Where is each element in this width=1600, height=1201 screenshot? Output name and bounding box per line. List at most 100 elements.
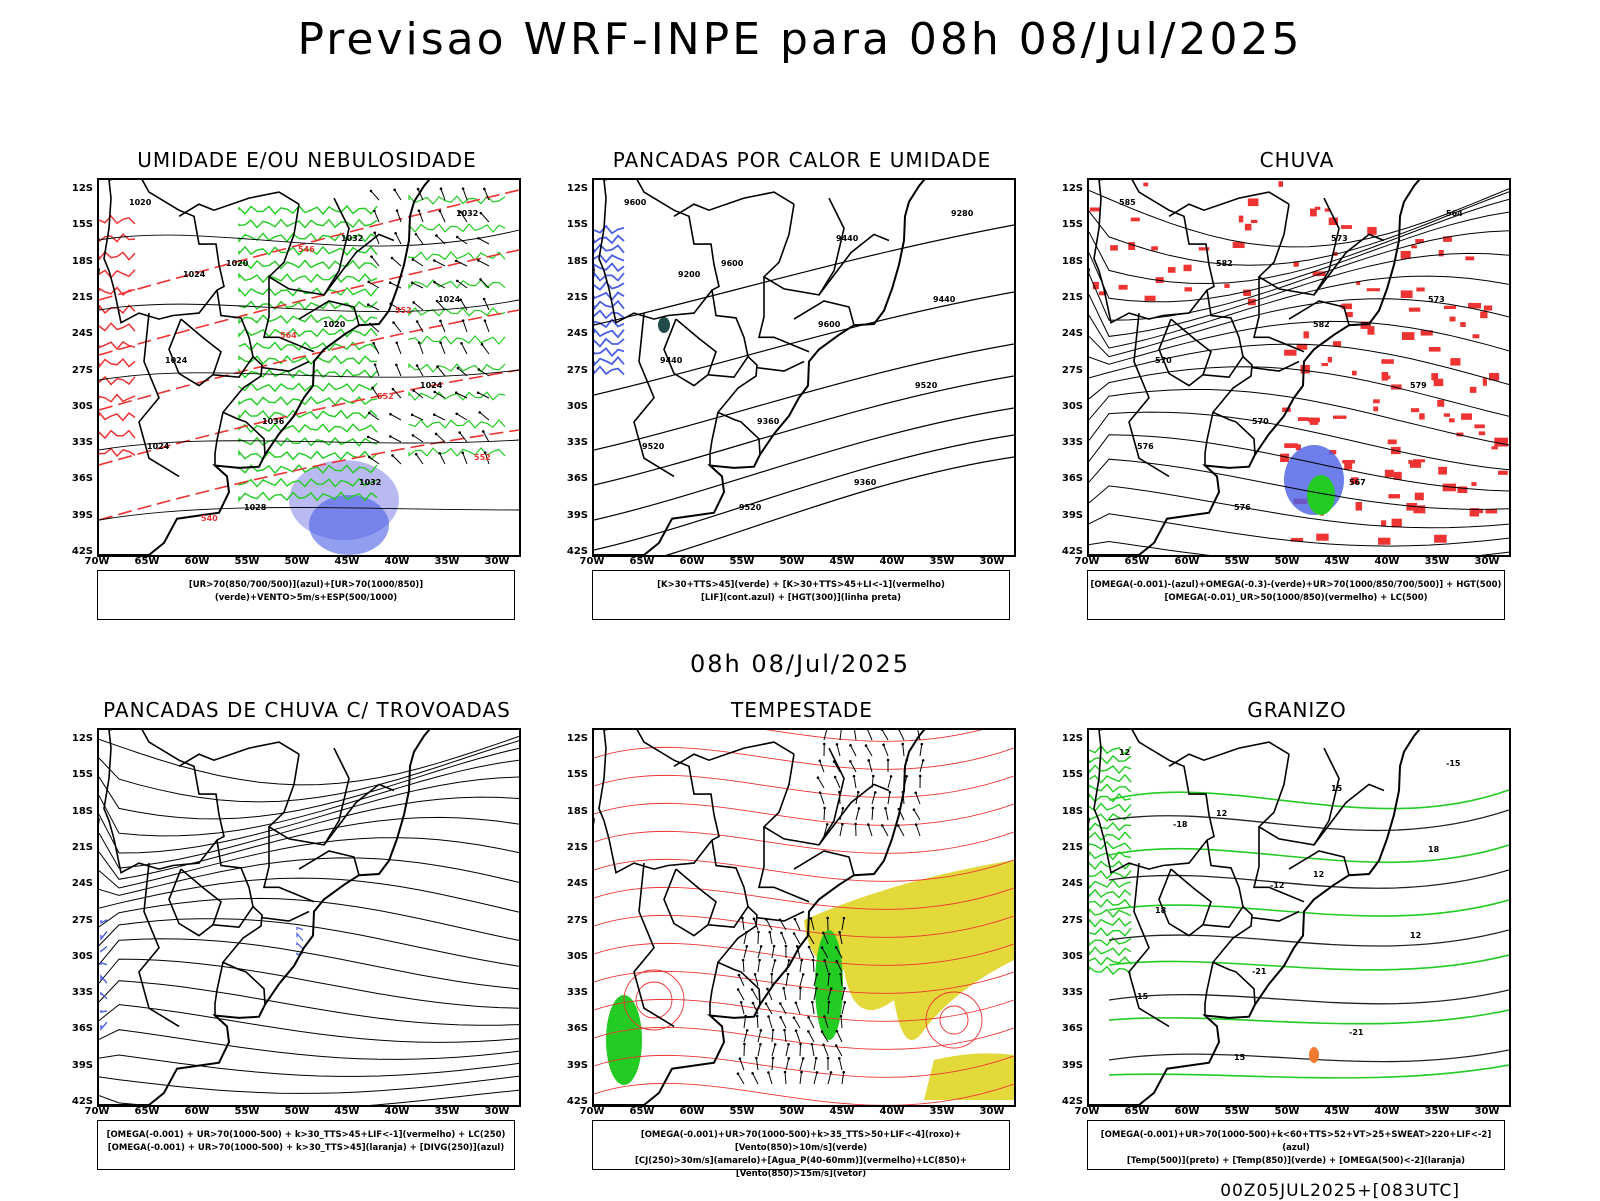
lon-label: 30W bbox=[480, 1106, 514, 1117]
lat-label: 39S bbox=[1049, 510, 1083, 521]
contour-label: 1020 bbox=[323, 320, 346, 329]
contour-label: 18 bbox=[1155, 906, 1167, 915]
map-canvas-pancadas_calor: 9600960096009520952095209440944094409360… bbox=[594, 180, 1014, 555]
lon-label: 45W bbox=[825, 1106, 859, 1117]
lon-label: 50W bbox=[1270, 1106, 1304, 1117]
lon-label: 40W bbox=[1370, 556, 1404, 567]
legend-umidade: [UR>70(850/700/500)](azul)+[UR>70(1000/8… bbox=[97, 570, 515, 620]
map-chuva: 585582582579576576573573570570567564 bbox=[1087, 178, 1511, 557]
lat-label: 15S bbox=[554, 219, 588, 230]
lat-label: 33S bbox=[59, 437, 93, 448]
legend-line: [OMEGA(-0.001)+UR>70(1000-500)+k>35_TTS>… bbox=[593, 1129, 1009, 1155]
legend-granizo: [OMEGA(-0.001)+UR>70(1000-500)+k<60+TTS>… bbox=[1087, 1120, 1505, 1170]
contour-label: 552 bbox=[474, 453, 491, 462]
lat-label: 39S bbox=[59, 1060, 93, 1071]
lat-label: 30S bbox=[554, 951, 588, 962]
contour-label: 564 bbox=[1446, 209, 1463, 218]
lat-label: 30S bbox=[59, 951, 93, 962]
contour-label: 552 bbox=[395, 306, 412, 315]
contour-label: 1024 bbox=[420, 381, 443, 390]
contour-label: 9520 bbox=[915, 381, 938, 390]
lat-label: 33S bbox=[1049, 437, 1083, 448]
legend-line: [OMEGA(-0.001)-(azul)+OMEGA(-0.3)-(verde… bbox=[1088, 579, 1504, 592]
legend-trovoadas: [OMEGA(-0.001) + UR>70(1000-500) + k>30_… bbox=[97, 1120, 515, 1170]
lat-label: 27S bbox=[59, 915, 93, 926]
contour-label: 1024 bbox=[438, 295, 461, 304]
lat-label: 27S bbox=[554, 915, 588, 926]
contour-label: 9600 bbox=[624, 198, 647, 207]
lon-label: 40W bbox=[875, 1106, 909, 1117]
panel-title-pancadas_calor: PANCADAS POR CALOR E UMIDADE bbox=[552, 148, 1052, 172]
page-title: Previsao WRF-INPE para 08h 08/Jul/2025 bbox=[0, 14, 1600, 65]
map-canvas-chuva: 585582582579576576573573570570567564 bbox=[1089, 180, 1509, 555]
contour-label: 1020 bbox=[129, 198, 152, 207]
lat-label: 24S bbox=[1049, 878, 1083, 889]
contour-label: 12 bbox=[1313, 870, 1324, 879]
lat-label: 33S bbox=[1049, 987, 1083, 998]
lon-label: 40W bbox=[875, 556, 909, 567]
lon-label: 35W bbox=[1420, 1106, 1454, 1117]
lat-label: 24S bbox=[554, 878, 588, 889]
run-timestamp: 00Z05JUL2025+[083UTC] bbox=[1220, 1181, 1460, 1201]
lat-label: 12S bbox=[59, 183, 93, 194]
lon-label: 70W bbox=[80, 1106, 114, 1117]
contour-label: 15 bbox=[1234, 1053, 1246, 1062]
lat-label: 12S bbox=[554, 733, 588, 744]
contour-label: 9440 bbox=[836, 234, 859, 243]
lon-label: 50W bbox=[280, 1106, 314, 1117]
contour-label: 546 bbox=[298, 245, 315, 254]
lon-label: 40W bbox=[380, 1106, 414, 1117]
lat-label: 39S bbox=[1049, 1060, 1083, 1071]
lat-label: 12S bbox=[59, 733, 93, 744]
lat-label: 12S bbox=[1049, 183, 1083, 194]
contour-label: -15 bbox=[1446, 759, 1461, 768]
lat-label: 30S bbox=[1049, 951, 1083, 962]
lon-label: 30W bbox=[1470, 556, 1504, 567]
legend-line: [OMEGA(-0.001) + UR>70(1000-500) + k>30_… bbox=[98, 1142, 514, 1155]
contour-label: 1032 bbox=[359, 478, 381, 487]
contour-label: 12 bbox=[1410, 931, 1421, 940]
contour-label: 573 bbox=[1331, 234, 1348, 243]
lat-label: 39S bbox=[554, 1060, 588, 1071]
contour-label: 18 bbox=[1428, 845, 1440, 854]
contour-label: 9280 bbox=[951, 209, 974, 218]
map-trovoadas bbox=[97, 728, 521, 1107]
legend-line: [CJ(250)>30m/s](amarelo)+[Agua_P(40-60mm… bbox=[593, 1155, 1009, 1181]
lon-label: 45W bbox=[330, 556, 364, 567]
contour-label: 576 bbox=[1137, 442, 1154, 451]
map-canvas-trovoadas bbox=[99, 730, 519, 1105]
panel-title-trovoadas: PANCADAS DE CHUVA C/ TROVOADAS bbox=[57, 698, 557, 722]
contour-label: 579 bbox=[1410, 381, 1427, 390]
lat-label: 33S bbox=[554, 437, 588, 448]
lon-label: 45W bbox=[330, 1106, 364, 1117]
legend-line: [OMEGA(-0.01)_UR>50(1000/850)(vermelho) … bbox=[1088, 592, 1504, 605]
lat-label: 27S bbox=[1049, 915, 1083, 926]
contour-label: 570 bbox=[1252, 417, 1269, 426]
contour-label: 15 bbox=[1331, 784, 1343, 793]
lon-label: 60W bbox=[1170, 556, 1204, 567]
lon-label: 30W bbox=[975, 556, 1009, 567]
lon-label: 40W bbox=[380, 556, 414, 567]
contour-label: 1032 bbox=[341, 234, 363, 243]
lon-label: 50W bbox=[1270, 556, 1304, 567]
contour-label: 1028 bbox=[244, 503, 267, 512]
lat-label: 36S bbox=[1049, 473, 1083, 484]
lat-label: 24S bbox=[59, 328, 93, 339]
map-canvas-granizo: 121212121515151818-21-21-15-18-12 bbox=[1089, 730, 1509, 1105]
lon-label: 60W bbox=[180, 1106, 214, 1117]
lat-label: 18S bbox=[1049, 256, 1083, 267]
lat-label: 15S bbox=[554, 769, 588, 780]
contour-label: 552 bbox=[377, 392, 394, 401]
lat-label: 36S bbox=[59, 473, 93, 484]
lat-label: 21S bbox=[59, 842, 93, 853]
panel-title-chuva: CHUVA bbox=[1047, 148, 1547, 172]
lat-label: 27S bbox=[1049, 365, 1083, 376]
contour-label: 567 bbox=[1349, 478, 1366, 487]
contour-label: 540 bbox=[201, 514, 218, 523]
legend-line: [LIF](cont.azul) + [HGT(300)](linha pret… bbox=[593, 592, 1009, 605]
contour-label: 9520 bbox=[739, 503, 762, 512]
lat-label: 30S bbox=[1049, 401, 1083, 412]
lat-label: 18S bbox=[59, 806, 93, 817]
legend-line: [Temp(500)](preto) + [Temp(850)](verde) … bbox=[1088, 1155, 1504, 1168]
map-tempestade bbox=[592, 728, 1016, 1107]
